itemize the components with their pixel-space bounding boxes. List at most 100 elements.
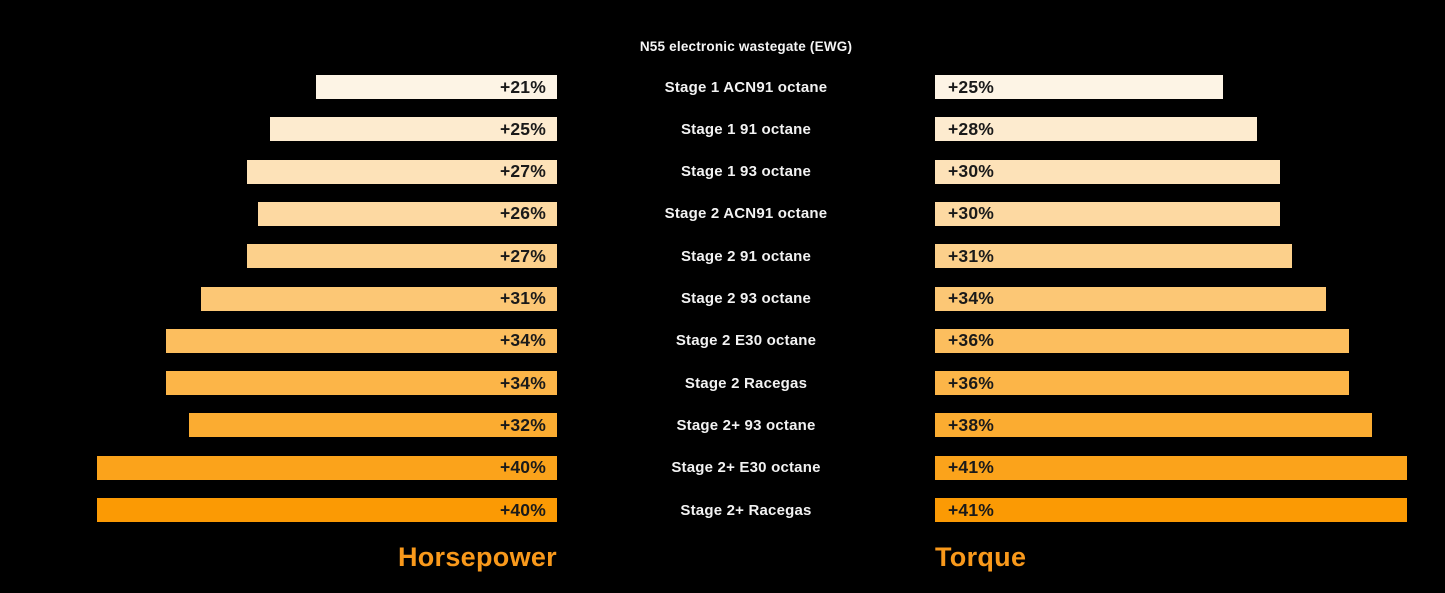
torque-cell: +36% — [935, 371, 1445, 396]
horsepower-bar: +34% — [166, 328, 557, 353]
torque-value-label: +30% — [948, 161, 995, 182]
torque-cell: +41% — [935, 498, 1445, 522]
category-cell: Stage 2+ 93 octane — [557, 413, 935, 437]
horsepower-bar: +31% — [200, 286, 557, 311]
horsepower-bar: +27% — [246, 244, 557, 269]
chart-row: +21% Stage 1 ACN91 octane +25% — [0, 75, 1445, 99]
torque-value-label: +31% — [948, 245, 995, 266]
category-cell: Stage 2+ E30 octane — [557, 456, 935, 480]
chart-row: +26% Stage 2 ACN91 octane +30% — [0, 201, 1445, 226]
horsepower-value-label: +40% — [499, 499, 546, 520]
torque-bar: +31% — [935, 244, 1292, 269]
horsepower-cell: +34% — [0, 328, 557, 353]
torque-value-label: +28% — [948, 118, 995, 139]
torque-bar: +36% — [935, 328, 1349, 353]
torque-cell: +25% — [935, 75, 1445, 99]
horsepower-value-label: +25% — [499, 118, 546, 139]
torque-value-label: +34% — [948, 288, 995, 308]
torque-value-label: +30% — [948, 203, 995, 224]
torque-bar: +36% — [935, 371, 1349, 396]
chart-row: +31% Stage 2 93 octane +34% — [0, 286, 1445, 311]
torque-bar: +38% — [935, 413, 1372, 438]
horsepower-bar: +26% — [258, 201, 557, 226]
horsepower-cell: +27% — [0, 244, 557, 269]
horsepower-axis-title: Horsepower — [397, 542, 557, 572]
torque-value-label: +38% — [948, 414, 995, 435]
axis-titles: Horsepower Torque — [0, 542, 1445, 578]
torque-bar: +41% — [935, 498, 1407, 522]
category-label: Stage 2+ 93 octane — [676, 416, 816, 434]
torque-bar: +30% — [935, 159, 1280, 184]
torque-value-label: +36% — [948, 330, 995, 351]
horsepower-bar: +40% — [97, 455, 557, 480]
horsepower-bar: +34% — [166, 371, 557, 396]
category-cell: Stage 1 ACN91 octane — [557, 75, 935, 99]
category-cell: Stage 2 91 octane — [557, 244, 935, 268]
category-cell: Stage 2 ACN91 octane — [557, 202, 935, 226]
horsepower-value-label: +34% — [499, 330, 546, 351]
chart-row: +40% Stage 2+ Racegas +41% — [0, 498, 1445, 522]
torque-value-label: +25% — [948, 76, 995, 97]
chart-row: +25% Stage 1 91 octane +28% — [0, 117, 1445, 142]
category-cell: Stage 2 Racegas — [557, 371, 935, 395]
torque-cell: +36% — [935, 328, 1445, 353]
horsepower-value-label: +21% — [499, 76, 546, 97]
horsepower-cell: +40% — [0, 455, 557, 480]
horsepower-value-label: +34% — [499, 372, 546, 393]
category-label: Stage 2 Racegas — [684, 374, 808, 392]
horsepower-cell: +25% — [0, 117, 557, 142]
chart-row: +34% Stage 2 E30 octane +36% — [0, 328, 1445, 353]
category-label: Stage 2 93 octane — [680, 290, 812, 307]
category-label: Stage 1 ACN91 octane — [664, 78, 828, 96]
horsepower-bar: +25% — [269, 117, 557, 142]
category-cell: Stage 1 93 octane — [557, 160, 935, 184]
horsepower-bar: +40% — [97, 498, 557, 522]
category-label: Stage 1 93 octane — [680, 163, 812, 181]
category-cell: Stage 2+ Racegas — [557, 498, 935, 522]
horsepower-value-label: +40% — [499, 457, 546, 478]
chart-title: N55 electronic wastegate (EWG) — [639, 39, 853, 54]
torque-value-label: +41% — [948, 457, 995, 478]
horsepower-bar: +21% — [315, 75, 557, 99]
horsepower-cell: +31% — [0, 286, 557, 311]
torque-value-label: +36% — [948, 372, 995, 393]
chart-row: +27% Stage 2 91 octane +31% — [0, 244, 1445, 269]
horsepower-bar: +27% — [246, 159, 557, 184]
category-label: Stage 2 91 octane — [680, 247, 812, 265]
torque-cell: +28% — [935, 117, 1445, 142]
horsepower-cell: +34% — [0, 371, 557, 396]
torque-bar: +34% — [935, 286, 1326, 311]
horsepower-cell: +27% — [0, 159, 557, 184]
category-label: Stage 1 91 octane — [680, 120, 812, 138]
horsepower-value-label: +32% — [499, 414, 546, 435]
category-label: Stage 2+ Racegas — [680, 501, 812, 519]
torque-bar: +41% — [935, 455, 1407, 480]
horsepower-value-label: +26% — [499, 203, 546, 224]
horsepower-cell: +21% — [0, 75, 557, 99]
torque-axis-title: Torque — [935, 542, 1027, 572]
chart-row: +32% Stage 2+ 93 octane +38% — [0, 413, 1445, 438]
horsepower-value-label: +31% — [499, 288, 546, 308]
category-label: Stage 2 ACN91 octane — [664, 205, 828, 223]
torque-cell: +31% — [935, 244, 1445, 269]
category-label: Stage 2 E30 octane — [675, 332, 817, 350]
torque-value-label: +41% — [948, 499, 995, 520]
torque-cell: +41% — [935, 455, 1445, 480]
chart-row: +27% Stage 1 93 octane +30% — [0, 159, 1445, 184]
horsepower-cell: +32% — [0, 413, 557, 438]
category-label: Stage 2+ E30 octane — [671, 459, 821, 477]
torque-bar: +28% — [935, 117, 1257, 142]
chart-row: +34% Stage 2 Racegas +36% — [0, 371, 1445, 396]
category-cell: Stage 2 E30 octane — [557, 329, 935, 353]
torque-cell: +38% — [935, 413, 1445, 438]
horsepower-cell: +40% — [0, 498, 557, 522]
chart-row: +40% Stage 2+ E30 octane +41% — [0, 455, 1445, 480]
torque-cell: +30% — [935, 159, 1445, 184]
torque-bar: +25% — [935, 75, 1223, 99]
category-cell: Stage 2 93 octane — [557, 287, 935, 311]
torque-bar: +30% — [935, 201, 1280, 226]
torque-cell: +30% — [935, 201, 1445, 226]
horsepower-cell: +26% — [0, 201, 557, 226]
horsepower-bar: +32% — [189, 413, 557, 438]
horsepower-value-label: +27% — [499, 161, 546, 182]
